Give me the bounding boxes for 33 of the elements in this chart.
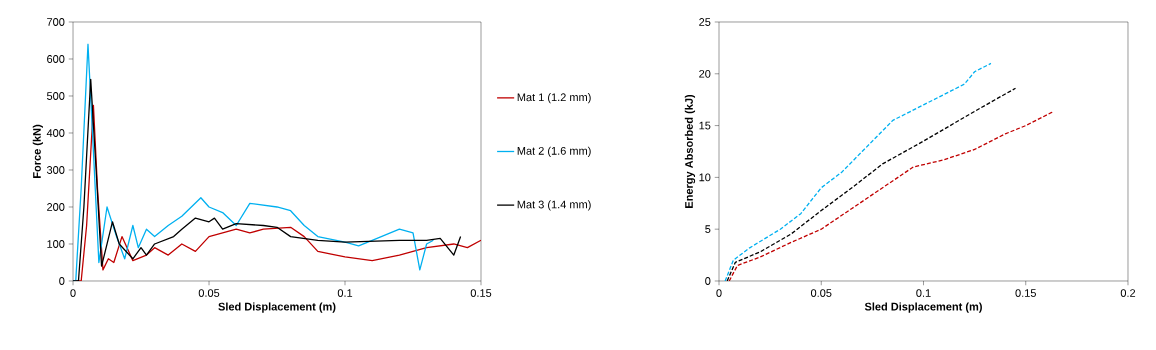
- legend-label: Mat 1 (1.2 mm): [517, 93, 591, 104]
- x-tick-label: 0.05: [198, 289, 220, 297]
- y-tick-label: 10: [699, 173, 711, 182]
- y-tick-label: 600: [47, 55, 65, 63]
- x-axis-title: Sled Displacement (m): [864, 302, 982, 313]
- line-series: [724, 62, 992, 281]
- x-tick-label: 0.1: [337, 289, 353, 297]
- x-tick-label: 0.2: [1120, 289, 1136, 297]
- x-axis-title: Sled Displacement (m): [218, 302, 336, 313]
- y-axis-title: Energy Absorbed (kJ): [684, 94, 696, 208]
- y-tick-label: 0: [59, 277, 65, 285]
- y-tick-label: 500: [46, 92, 65, 100]
- y-tick-label: 25: [699, 18, 711, 26]
- y-tick-label: 400: [46, 129, 65, 137]
- x-tick-label: 0.1: [916, 289, 931, 297]
- legend-label: Mat 2 (1.6 mm): [517, 146, 591, 157]
- y-axis-title: Force (kN): [32, 124, 43, 178]
- y-tick-label: 15: [699, 121, 711, 130]
- legend-label: Mat 3 (1.4 mm): [517, 200, 591, 211]
- x-tick-label: 0.15: [470, 289, 492, 297]
- x-tick-label: 0.15: [1015, 289, 1036, 297]
- line-series: [728, 111, 1053, 281]
- y-tick-label: 200: [47, 203, 65, 211]
- x-tick-label: 0.05: [810, 289, 832, 297]
- y-tick-label: 100: [47, 240, 65, 248]
- y-tick-label: 5: [705, 225, 711, 234]
- y-tick-label: 20: [699, 69, 711, 78]
- x-tick-label: 0: [716, 289, 722, 297]
- y-tick-label: 0: [705, 277, 711, 285]
- line-series: [73, 43, 435, 281]
- y-tick-label: 700: [47, 18, 65, 26]
- x-tick-label: 0: [70, 289, 76, 297]
- y-tick-label: 300: [46, 166, 65, 174]
